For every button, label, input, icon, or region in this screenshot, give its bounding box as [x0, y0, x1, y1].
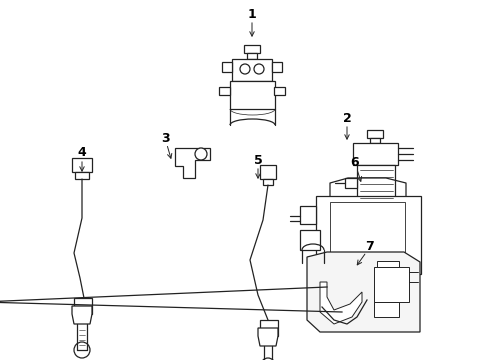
Bar — [246, 53, 257, 59]
Bar — [273, 87, 285, 95]
Polygon shape — [319, 282, 361, 324]
Bar — [229, 81, 274, 109]
Bar — [373, 302, 398, 317]
Circle shape — [253, 64, 264, 74]
Text: 7: 7 — [365, 240, 374, 253]
Bar — [366, 130, 382, 138]
Bar — [345, 178, 356, 188]
Bar — [373, 267, 408, 302]
Polygon shape — [306, 252, 419, 332]
Bar — [263, 179, 272, 185]
Text: 5: 5 — [253, 153, 262, 166]
Polygon shape — [72, 306, 92, 324]
Bar — [271, 62, 282, 72]
Text: 2: 2 — [342, 112, 351, 125]
Bar — [376, 261, 398, 267]
Text: 4: 4 — [78, 147, 86, 159]
Circle shape — [74, 342, 90, 358]
Bar — [74, 298, 92, 314]
Text: 6: 6 — [350, 157, 359, 170]
Bar — [231, 59, 271, 81]
Text: 1: 1 — [247, 8, 256, 21]
Bar — [260, 320, 278, 336]
Polygon shape — [258, 328, 278, 346]
Bar — [352, 143, 397, 165]
Circle shape — [195, 148, 206, 160]
Bar — [75, 172, 89, 179]
Bar — [260, 165, 275, 179]
Bar — [244, 45, 260, 53]
Bar — [369, 138, 379, 143]
Bar — [356, 165, 394, 210]
Bar — [299, 206, 315, 224]
Bar — [299, 230, 319, 250]
Bar — [219, 87, 229, 95]
Bar — [72, 158, 92, 172]
Polygon shape — [175, 148, 209, 178]
Bar — [222, 62, 231, 72]
Circle shape — [240, 64, 249, 74]
Bar — [315, 196, 420, 274]
Text: 3: 3 — [161, 131, 169, 144]
Circle shape — [261, 358, 274, 360]
Bar — [329, 202, 404, 267]
